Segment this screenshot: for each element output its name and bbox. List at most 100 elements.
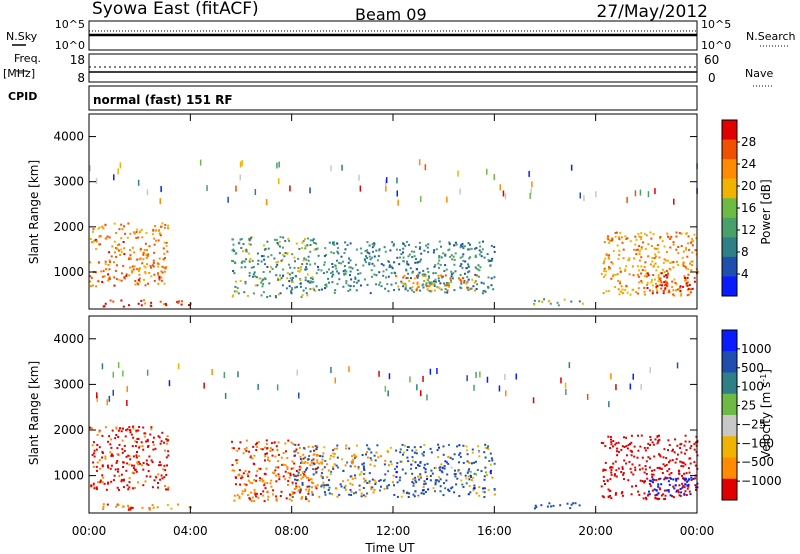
echo-streak xyxy=(479,371,481,378)
echo-cell xyxy=(137,283,140,286)
echo-cell xyxy=(314,289,317,292)
echo-cell xyxy=(478,451,481,454)
echo-cell xyxy=(150,275,153,278)
echo-cell xyxy=(403,444,406,447)
echo-cell xyxy=(610,497,613,500)
echo-cell xyxy=(435,248,438,251)
echo-cell xyxy=(637,434,639,437)
echo-cell xyxy=(640,246,643,249)
echo-cell xyxy=(357,279,360,282)
echo-cell xyxy=(301,462,304,465)
echo-cell xyxy=(366,241,369,243)
echo-cell xyxy=(323,255,326,257)
echo-cell xyxy=(298,489,301,492)
echo-cell xyxy=(114,251,116,254)
echo-cell xyxy=(131,464,133,467)
echo-streak xyxy=(101,363,104,370)
echo-cell xyxy=(311,486,313,489)
echo-cell xyxy=(411,256,414,258)
echo-cell xyxy=(480,470,483,473)
echo-cell xyxy=(644,269,647,272)
echo-cell xyxy=(602,442,605,445)
echo-cell xyxy=(468,287,471,290)
echo-cell xyxy=(307,237,309,240)
echo-cell xyxy=(688,471,691,474)
echo-streak xyxy=(608,401,610,408)
echo-cell xyxy=(336,495,339,498)
echo-cell xyxy=(437,480,440,483)
echo-cell xyxy=(286,456,289,459)
colorbar-tick-label: −1000 xyxy=(741,474,782,488)
echo-cell xyxy=(663,284,666,287)
echo-cell xyxy=(163,226,166,229)
echo-cell xyxy=(127,258,130,261)
echo-cell xyxy=(132,455,135,458)
echo-cell xyxy=(662,261,665,264)
echo-cell xyxy=(487,445,490,448)
echo-cell xyxy=(491,476,494,479)
echo-cell xyxy=(473,487,476,490)
echo-cell xyxy=(123,277,126,280)
echo-cell xyxy=(423,444,426,446)
echo-streak xyxy=(632,373,634,380)
echo-cell xyxy=(656,493,659,496)
echo-cell xyxy=(142,462,145,464)
echo-cell xyxy=(655,489,658,492)
echo-cell xyxy=(120,473,123,476)
x-tick-label: 08:00 xyxy=(274,524,309,538)
echo-cell xyxy=(667,259,669,262)
echo-cell xyxy=(618,293,621,296)
echo-cell xyxy=(619,280,622,283)
echo-cell xyxy=(129,254,132,257)
echo-cell xyxy=(605,270,607,273)
echo-cell xyxy=(459,265,462,268)
echo-cell xyxy=(243,260,246,263)
colorbar-tick-label: 20 xyxy=(741,179,756,193)
echo-cell xyxy=(275,495,278,498)
echo-cell xyxy=(320,288,323,291)
echo-cell xyxy=(282,463,285,466)
echo-cell xyxy=(472,489,475,492)
echo-streak xyxy=(113,174,115,181)
echo-cell xyxy=(438,280,441,282)
echo-cell xyxy=(663,271,666,273)
echo-cell xyxy=(458,461,460,464)
echo-cell xyxy=(317,466,320,469)
echo-cell xyxy=(314,445,317,448)
echo-cell xyxy=(416,268,418,271)
echo-cell xyxy=(116,447,119,450)
echo-cell xyxy=(609,494,612,497)
echo-cell xyxy=(428,281,431,284)
echo-cell xyxy=(293,488,296,490)
echo-cell xyxy=(636,273,639,276)
echo-cell xyxy=(297,443,300,446)
echo-cell xyxy=(241,476,244,479)
echo-cell xyxy=(658,467,661,470)
echo-cell xyxy=(163,303,165,306)
echo-cell xyxy=(682,461,685,464)
colorbar-tick-label: −25 xyxy=(741,417,766,431)
echo-cell xyxy=(465,445,468,448)
echo-cell xyxy=(107,264,110,266)
echo-cell xyxy=(311,239,314,242)
echo-cell xyxy=(266,266,269,268)
echo-cell xyxy=(332,455,335,458)
echo-cell xyxy=(239,441,242,444)
echo-streak xyxy=(530,188,532,195)
echo-cell xyxy=(569,507,572,510)
echo-cell xyxy=(680,461,683,464)
echo-cell xyxy=(98,243,101,246)
echo-cell xyxy=(541,300,544,303)
echo-cell xyxy=(294,450,297,453)
echo-cell xyxy=(102,227,105,230)
echo-cell xyxy=(278,240,281,243)
echo-cell xyxy=(364,259,367,262)
echo-cell xyxy=(395,471,398,474)
echo-cell xyxy=(246,473,249,476)
echo-cell xyxy=(680,294,683,297)
echo-cell xyxy=(664,494,667,497)
echo-cell xyxy=(664,477,667,480)
echo-cell xyxy=(269,295,272,297)
echo-cell xyxy=(437,262,440,265)
echo-cell xyxy=(622,473,625,476)
